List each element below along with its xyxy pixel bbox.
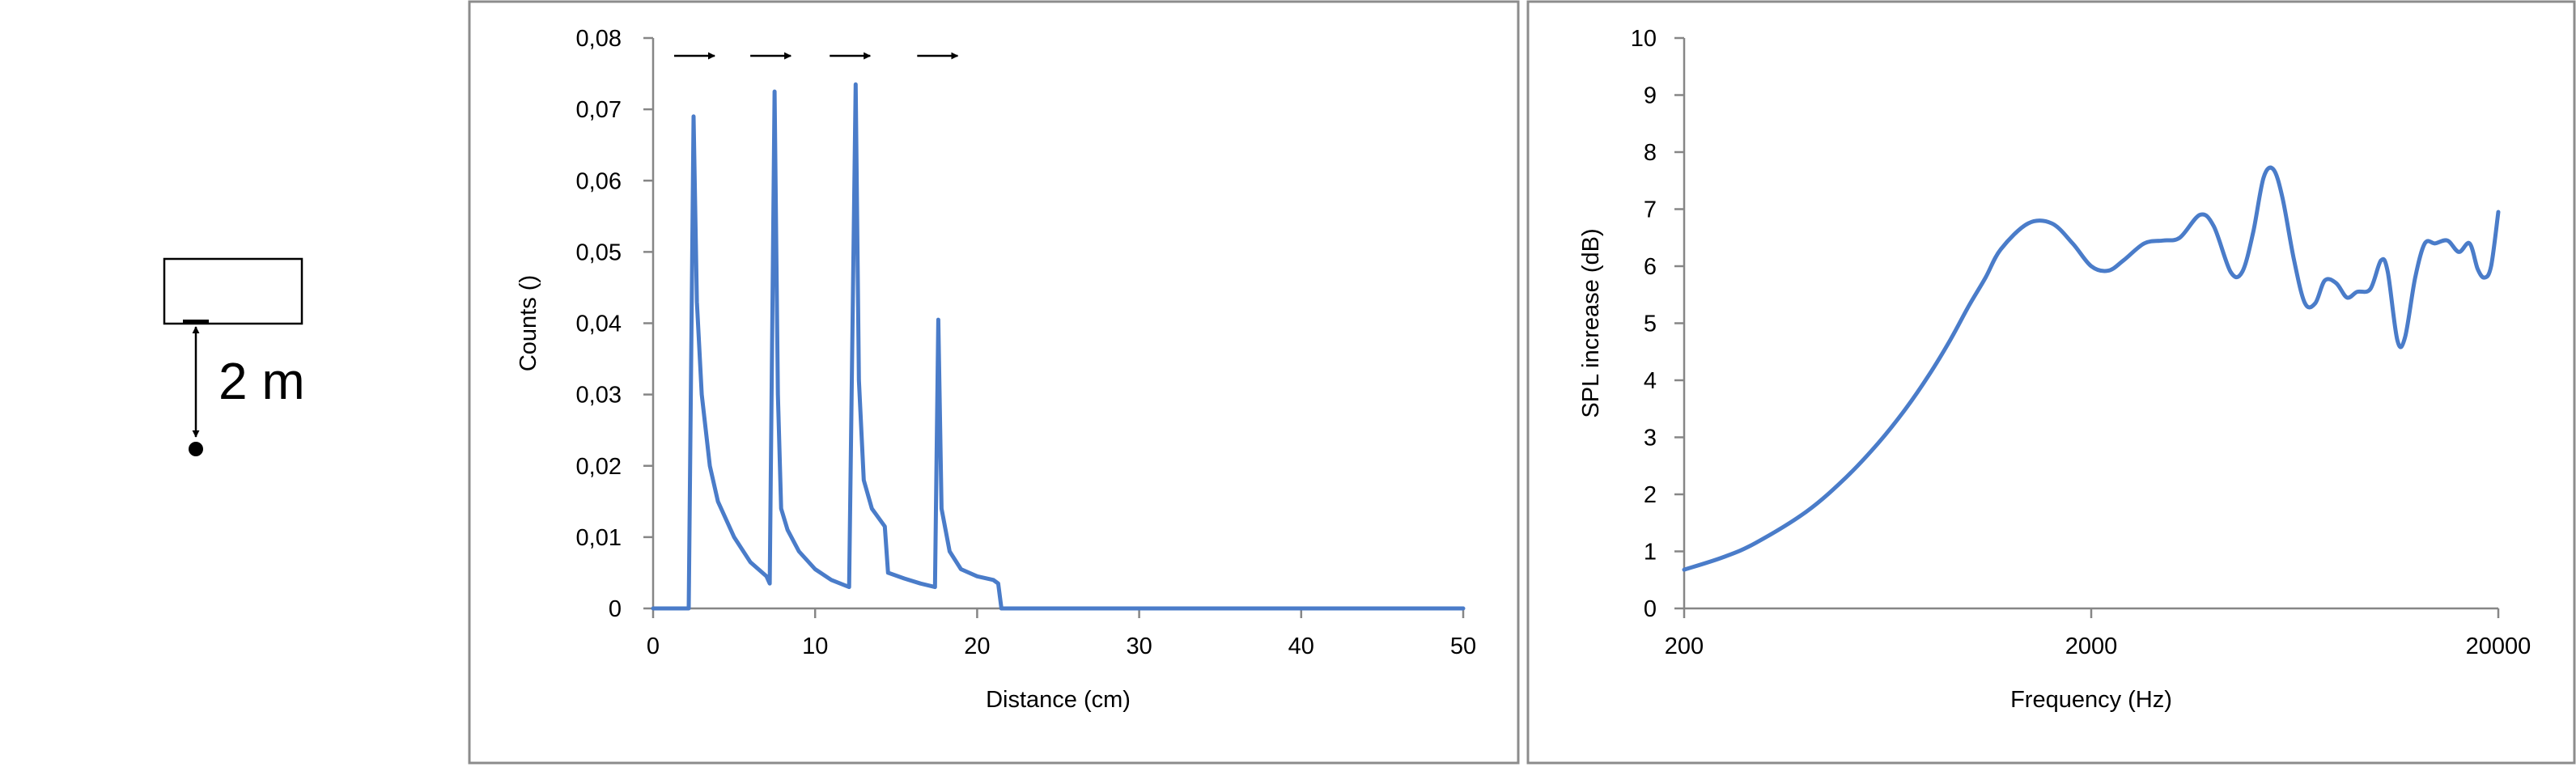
y-tick-label: 0,03 (576, 383, 622, 409)
y-tick-label: 9 (1644, 83, 1657, 109)
x-tick-label: 30 (1126, 634, 1152, 659)
chart-frame-counts (468, 0, 1520, 765)
x-tick-label: 20 (964, 634, 990, 659)
y-tick-label: 10 (1631, 26, 1657, 52)
x-tick-label: 0 (647, 634, 660, 659)
speaker-box (163, 257, 303, 325)
y-axis-title: SPL increase (dB) (1578, 228, 1604, 417)
y-tick-label: 0,04 (576, 311, 622, 337)
y-tick-label: 0,05 (576, 239, 622, 265)
y-tick-label: 0,02 (576, 454, 622, 480)
y-tick-label: 6 (1644, 254, 1657, 280)
y-tick-label: 1 (1644, 540, 1657, 566)
series-line (651, 82, 1466, 611)
y-tick-label: 4 (1644, 368, 1657, 394)
y-tick-label: 2 (1644, 482, 1657, 508)
y-axis-title: Counts () (516, 275, 541, 371)
y-tick-label: 0,01 (576, 525, 622, 551)
y-tick-label: 0,07 (576, 97, 622, 123)
x-axis-title: Frequency (Hz) (2010, 687, 2172, 713)
microphone-diagram: 2 m (163, 257, 305, 456)
y-tick-label: 0 (1644, 596, 1657, 622)
microphone-point (189, 442, 203, 456)
distance-label: 2 m (219, 352, 305, 410)
y-tick-label: 8 (1644, 140, 1657, 166)
y-tick-label: 0,06 (576, 168, 622, 194)
x-tick-label: 50 (1450, 634, 1476, 659)
x-axis-title: Distance (cm) (986, 687, 1131, 713)
y-tick-label: 0 (609, 596, 622, 622)
y-tick-label: 3 (1644, 426, 1657, 451)
chart-spl-vs-frequency: 0 1 2 3 4 5 6 7 8 9 10 200 2000 20000 Frequency (Hz) SP… (1578, 26, 2531, 713)
x-tick-label: 2000 (2065, 634, 2118, 659)
chart-frame-spl (1526, 0, 2576, 765)
x-tick-label: 20000 (2466, 634, 2531, 659)
x-tick-label: 10 (802, 634, 828, 659)
chart-counts-vs-distance: 0 0,01 0,02 0,03 0,04 0,05 0,06 0,07 0,08 0 10 20 30… (516, 26, 1476, 713)
series-line (1682, 165, 2501, 572)
x-tick-label: 40 (1288, 634, 1314, 659)
x-tick-label: 200 (1665, 634, 1704, 659)
y-tick-label: 5 (1644, 311, 1657, 337)
y-tick-label: 7 (1644, 197, 1657, 223)
y-tick-label: 0,08 (576, 26, 622, 52)
